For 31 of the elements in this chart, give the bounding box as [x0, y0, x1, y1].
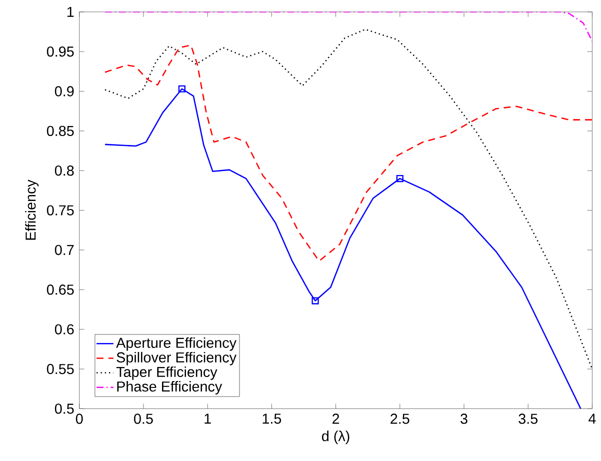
x-tick-label: 3.5 — [518, 414, 538, 424]
y-tick-label: 0.75 — [46, 205, 74, 216]
y-tick-label: 0.8 — [54, 165, 74, 176]
x-tick-label: 0 — [76, 414, 83, 424]
y-tick-label: 0.95 — [46, 46, 74, 57]
y-axis-title: Efficiency — [25, 180, 39, 240]
y-tick-label: 0.65 — [46, 284, 74, 295]
y-tick-label: 0.9 — [54, 86, 74, 96]
y-tick-label: 0.55 — [46, 364, 74, 374]
legend-label: Taper Efficiency — [116, 366, 218, 380]
x-tick-label: 1 — [204, 414, 211, 424]
x-tick-label: 1.5 — [262, 414, 282, 424]
x-tick-label: 4 — [588, 414, 596, 424]
x-tick-label: 2 — [332, 414, 340, 424]
legend-label: Spillover Efficiency — [116, 352, 236, 366]
line-series — [104, 44, 592, 262]
y-tick-label: 0.5 — [54, 403, 74, 414]
x-tick-label: 0.5 — [134, 414, 153, 424]
point — [312, 297, 319, 304]
line-series — [104, 88, 582, 409]
y-tick-label: 0.7 — [54, 244, 74, 255]
y-tick-label: 0.6 — [54, 324, 74, 334]
point — [178, 85, 186, 92]
legend-label: Aperture Efficiency — [116, 337, 236, 351]
x-axis-title: d (λ) — [322, 430, 350, 444]
point — [396, 174, 404, 182]
x-tick-label: 3 — [460, 414, 468, 424]
y-tick-label: 0.85 — [46, 126, 74, 136]
legend-label: Phase Efficiency — [117, 380, 222, 394]
x-tick-label: 2.5 — [390, 414, 410, 424]
y-tick-label: 1 — [67, 6, 74, 17]
